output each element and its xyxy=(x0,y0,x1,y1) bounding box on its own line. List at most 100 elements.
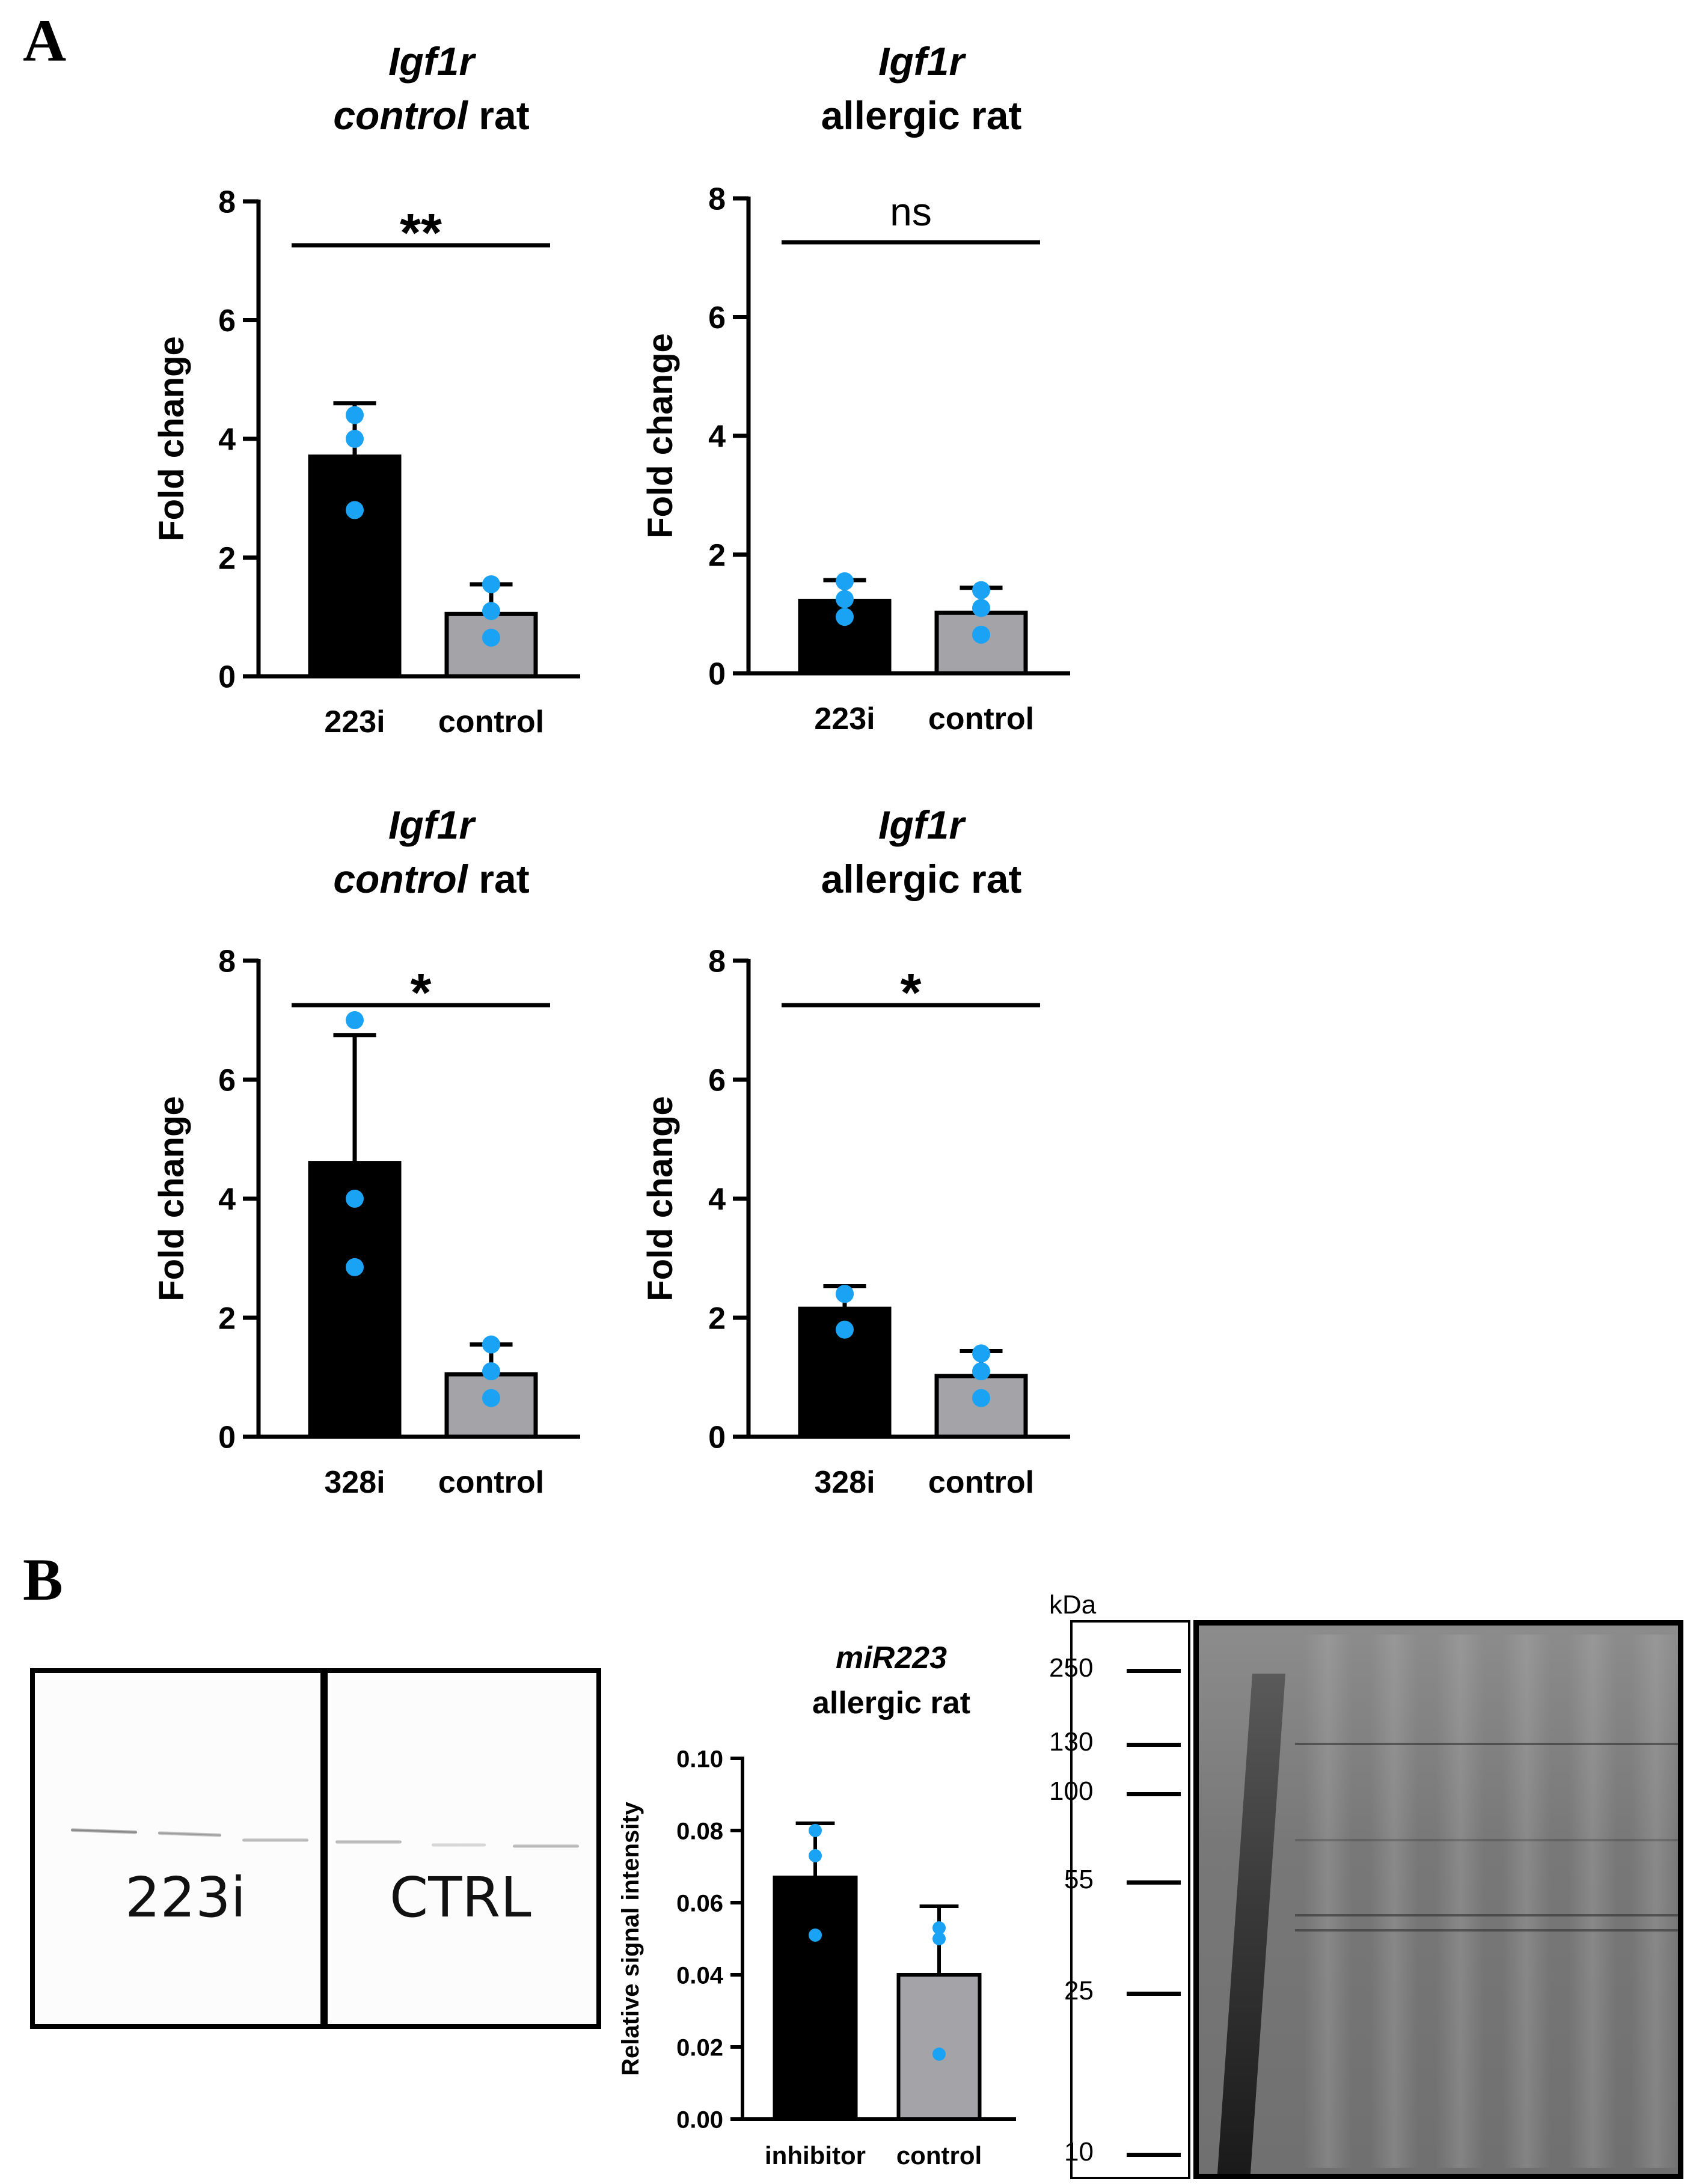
gel-band xyxy=(1295,1839,1678,1841)
data-point xyxy=(809,1849,822,1862)
data-point xyxy=(972,581,990,599)
data-point xyxy=(836,590,854,608)
y-axis-label: Fold change xyxy=(152,336,191,542)
data-point xyxy=(482,1389,500,1407)
y-tick-label: 2 xyxy=(218,1302,236,1336)
chart-2: Igf1r allergic rat 0 2 4 6 8 Fold change 223i con… xyxy=(641,39,1070,736)
data-point xyxy=(346,1011,364,1029)
ladder-label-130: 130 xyxy=(1049,1727,1094,1757)
bar-treated xyxy=(773,1876,858,2121)
chart-title-rest: allergic rat xyxy=(821,93,1022,138)
blot-divider xyxy=(320,1673,328,2024)
data-point xyxy=(932,2048,946,2061)
blot-band xyxy=(432,1843,486,1847)
total-protein-gel xyxy=(1193,1620,1683,2179)
y-tick-label: 0.10 xyxy=(676,1746,723,1772)
y-tick-label: 8 xyxy=(218,944,236,979)
gel-lane xyxy=(1304,1635,1352,2168)
y-tick-label: 6 xyxy=(708,1063,726,1098)
x-category-label: control xyxy=(928,702,1034,736)
y-tick-label: 2 xyxy=(708,1302,726,1336)
chart-title-line2: control rat xyxy=(333,93,529,138)
y-axis-label: Relative signal intensity xyxy=(617,1801,644,2075)
y-axis-label: Fold change xyxy=(152,1096,191,1302)
blot-band xyxy=(242,1838,308,1842)
x-category-label: control xyxy=(438,1465,544,1500)
y-tick-label: 0.02 xyxy=(676,2034,723,2061)
data-point xyxy=(809,1929,822,1942)
y-tick-label: 4 xyxy=(708,420,726,454)
protein-ladder-gel: kDa 250 130 100 55 25 10 xyxy=(1049,1590,1683,2179)
significance-label: ns xyxy=(890,189,932,234)
y-tick-label: 4 xyxy=(218,1182,236,1217)
y-tick-label: 0 xyxy=(708,1421,726,1455)
data-point xyxy=(972,625,990,644)
data-point xyxy=(346,406,364,424)
gel-lane xyxy=(1436,1635,1484,2168)
western-blot-image: 223i CTRL xyxy=(30,1668,601,2029)
data-point xyxy=(836,572,854,590)
y-tick-label: 2 xyxy=(708,538,726,573)
data-point xyxy=(346,430,364,448)
chart-title-gene: miR223 xyxy=(836,1641,947,1675)
ladder-tick-130 xyxy=(1127,1743,1181,1747)
data-point xyxy=(482,575,500,593)
chart-title-line2: allergic rat xyxy=(821,93,1022,138)
ladder-tick-250 xyxy=(1127,1669,1181,1673)
chart-title-italic: control xyxy=(333,857,468,901)
gel-lane xyxy=(1370,1635,1418,2168)
y-tick-label: 0 xyxy=(218,1421,236,1455)
data-point xyxy=(346,1258,364,1276)
y-tick-label: 8 xyxy=(708,182,726,217)
ladder-label-250: 250 xyxy=(1049,1653,1094,1683)
chart-5: miR223 allergic rat 0.00 0.02 0.04 0.06 0.08 0.… xyxy=(617,1641,1016,2170)
data-point xyxy=(809,1824,822,1837)
x-category-label: 223i xyxy=(324,705,385,739)
data-point xyxy=(836,1285,854,1303)
data-point xyxy=(346,501,364,519)
data-point xyxy=(482,602,500,620)
blot-band xyxy=(70,1828,138,1834)
y-tick-label: 8 xyxy=(708,944,726,979)
data-point xyxy=(972,1344,990,1363)
chart-title-gene: Igf1r xyxy=(388,803,476,847)
data-point xyxy=(482,628,500,647)
x-category-label: 328i xyxy=(324,1465,385,1500)
data-point xyxy=(972,1362,990,1381)
data-point xyxy=(932,1932,946,1945)
chart-title-rest: allergic rat xyxy=(821,857,1022,901)
data-point xyxy=(836,1320,854,1339)
chart-title-gene: Igf1r xyxy=(878,803,966,847)
y-tick-label: 0 xyxy=(218,660,236,695)
x-category-label: inhibitor xyxy=(765,2141,866,2170)
significance-label: * xyxy=(900,963,921,1023)
chart-title-gene: Igf1r xyxy=(878,39,966,84)
data-point xyxy=(972,1389,990,1407)
chart-3: Igf1r control rat 0 2 4 6 8 Fold change 328i cont… xyxy=(152,803,580,1500)
data-point xyxy=(482,1362,500,1381)
x-category-label: control xyxy=(438,705,544,739)
y-axis-label: Fold change xyxy=(641,333,680,539)
y-tick-label: 8 xyxy=(218,185,236,220)
gel-lane xyxy=(1632,1635,1678,2168)
data-point xyxy=(482,1335,500,1354)
ladder-tick-25 xyxy=(1127,1992,1181,1996)
ladder-label-55: 55 xyxy=(1064,1865,1094,1894)
significance-label: ** xyxy=(400,203,442,263)
data-point xyxy=(932,1921,946,1935)
bar-treated xyxy=(308,454,402,679)
y-tick-label: 6 xyxy=(218,1063,236,1098)
chart-title-line2: control rat xyxy=(333,857,529,901)
ladder-tick-10 xyxy=(1127,2153,1181,2157)
gel-lane xyxy=(1569,1635,1617,2168)
blot-band xyxy=(513,1844,579,1848)
chart-title-line2: allergic rat xyxy=(821,857,1022,901)
chart-title-line2: allergic rat xyxy=(812,1686,970,1721)
y-tick-label: 6 xyxy=(708,301,726,335)
ladder-tick-100 xyxy=(1127,1792,1181,1796)
y-tick-label: 0 xyxy=(708,657,726,692)
panel-label-b: B xyxy=(23,1546,63,1613)
y-tick-label: 0.06 xyxy=(676,1890,723,1916)
ladder-label-100: 100 xyxy=(1049,1776,1094,1806)
